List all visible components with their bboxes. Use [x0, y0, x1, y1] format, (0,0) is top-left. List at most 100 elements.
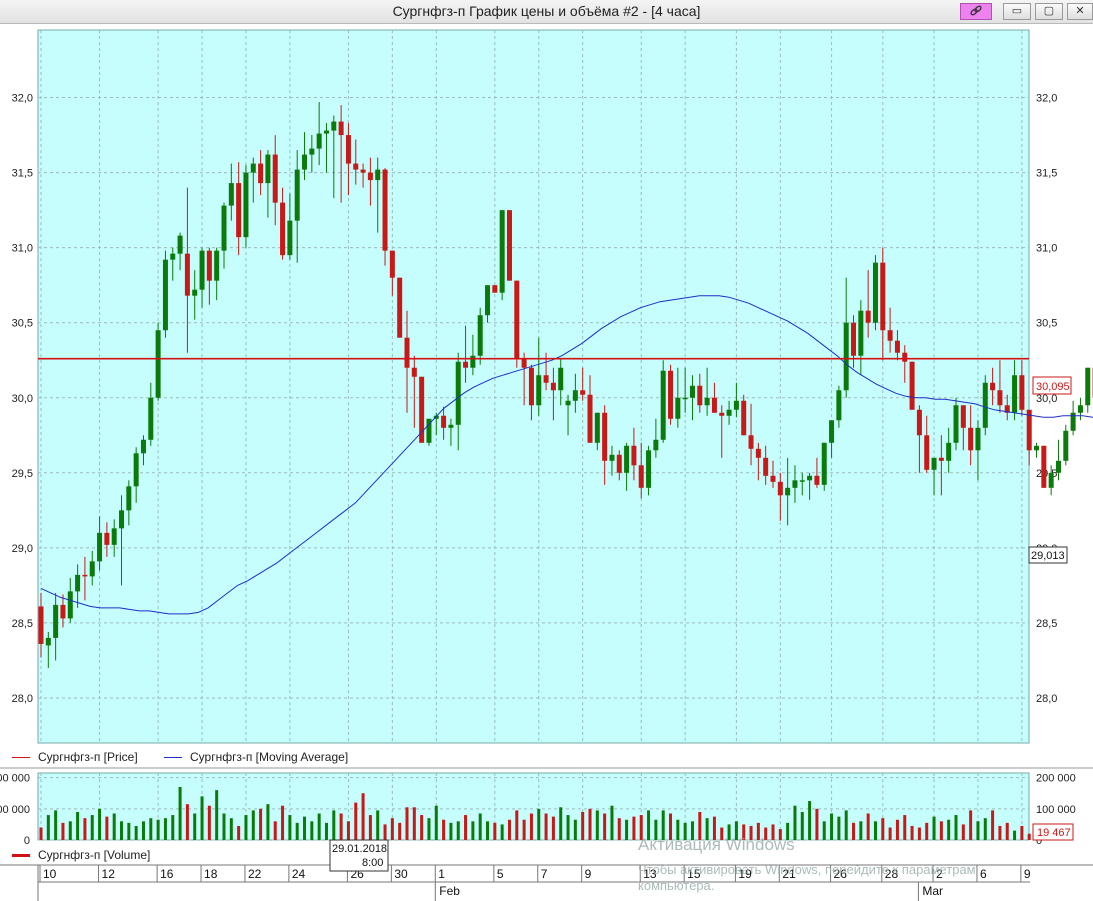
day-tick-label: 22: [248, 867, 262, 881]
candle-body: [455, 361, 461, 425]
volume-bar: [98, 808, 102, 840]
volume-bar: [105, 816, 109, 840]
volume-bar: [822, 821, 826, 840]
volume-bar: [61, 822, 65, 840]
candle-body: [558, 367, 564, 391]
day-tick-label: 26: [834, 867, 848, 881]
volume-bar: [244, 815, 248, 840]
candle-body: [60, 604, 66, 619]
volume-bar: [961, 824, 965, 840]
volume-bar: [859, 821, 863, 840]
volume-bar: [749, 825, 753, 840]
volume-bar: [778, 829, 782, 840]
candle-body: [382, 169, 388, 251]
candle-body: [1055, 460, 1061, 473]
volume-bar: [215, 790, 219, 840]
legend-price-label: Сургнфгз-п [Price]: [38, 750, 138, 764]
volume-bar: [171, 815, 175, 840]
volume-bar: [720, 827, 724, 840]
price-axis-right: 28,028,529,029,530,030,531,031,532,0: [1036, 93, 1057, 705]
candle-body: [162, 259, 168, 331]
volume-bar: [515, 810, 519, 840]
candle-body: [646, 450, 652, 488]
candle-body: [792, 480, 798, 488]
volume-bar: [786, 822, 790, 840]
day-tick-label: 9: [1024, 867, 1031, 881]
candle-body: [470, 355, 476, 368]
day-tick-label: 21: [782, 867, 796, 881]
candle-body: [119, 510, 125, 529]
price-tick-left: 30,5: [12, 318, 33, 330]
candle-body: [294, 169, 300, 221]
candle-body: [807, 475, 813, 481]
candle-body: [45, 637, 51, 646]
volume-bar: [873, 821, 877, 840]
day-tick-label: 19: [738, 867, 752, 881]
price-tick-left: 29,5: [12, 468, 33, 480]
candle-body: [89, 561, 95, 577]
volume-bar: [881, 818, 885, 840]
candle-body: [302, 154, 308, 170]
candle-body: [126, 486, 132, 511]
cursor-date-box: [329, 839, 389, 872]
volume-bar: [998, 825, 1002, 840]
day-tick-label: 16: [160, 867, 174, 881]
volume-bar: [793, 805, 797, 840]
volume-bar: [449, 822, 453, 840]
price-tick-left: 28,5: [12, 618, 33, 630]
candle-body: [748, 435, 754, 449]
link-icon[interactable]: [960, 3, 992, 20]
volume-bar: [712, 816, 716, 840]
price-volume-chart[interactable]: 28,0 28,5 29,0 29,5 30,0 30,5 31,0 31,5 32,0 28,…: [0, 24, 1093, 901]
ma-swatch: [164, 756, 182, 758]
volume-tick-left: 200 000: [0, 773, 30, 785]
volume-bar: [200, 796, 204, 840]
candle-body: [997, 390, 1003, 406]
candle-body: [192, 289, 198, 296]
candle-body: [668, 370, 674, 419]
volume-bar: [544, 813, 548, 840]
volume-bar: [112, 813, 116, 840]
candle-body: [258, 163, 264, 184]
watermark-line2: Чтобы активировать Windows, перейдите к …: [638, 862, 976, 877]
price-tick-left: 30,0: [12, 393, 33, 405]
candle-body: [345, 135, 351, 164]
day-tick-label: 15: [687, 867, 701, 881]
candle-body: [338, 121, 344, 136]
candle-body: [536, 375, 542, 406]
day-tick-label: 10: [43, 867, 57, 881]
candle-body: [1063, 430, 1069, 461]
candle-body: [909, 361, 915, 410]
minimize-button[interactable]: ▭: [1003, 3, 1031, 20]
candle-body: [660, 370, 666, 440]
volume-bar: [698, 811, 702, 840]
volume-bar: [588, 808, 592, 840]
legend-price: Сургнфгз-п [Price]: [12, 750, 138, 764]
candle-body: [492, 285, 498, 293]
volume-bar: [229, 818, 233, 840]
volume-bars: [39, 787, 1031, 840]
volume-bar: [120, 821, 124, 840]
volume-bar: [1013, 830, 1017, 840]
volume-bar: [434, 805, 438, 840]
window-title: Сургнфгз-п График цены и объёма #2 - [4 …: [392, 3, 701, 19]
candle-body: [221, 205, 227, 251]
last-price-box: [1032, 376, 1072, 395]
candle-body: [777, 481, 783, 496]
maximize-button[interactable]: ▢: [1035, 3, 1063, 20]
candle-body: [785, 487, 791, 496]
day-tick-label: 30: [394, 867, 408, 881]
volume-bar: [273, 821, 277, 840]
volume-bar: [390, 818, 394, 840]
volume-bar: [910, 825, 914, 840]
volume-swatch: [12, 853, 30, 857]
volume-tick-right: 100 000: [1036, 804, 1076, 816]
candle-body: [170, 253, 176, 260]
candle-body: [485, 285, 491, 316]
candle-body: [104, 532, 110, 545]
candle-body: [1077, 405, 1083, 413]
candle-body: [528, 367, 534, 406]
candle-body: [763, 457, 769, 476]
close-button[interactable]: ✕: [1067, 3, 1093, 20]
candle-body: [814, 475, 820, 485]
